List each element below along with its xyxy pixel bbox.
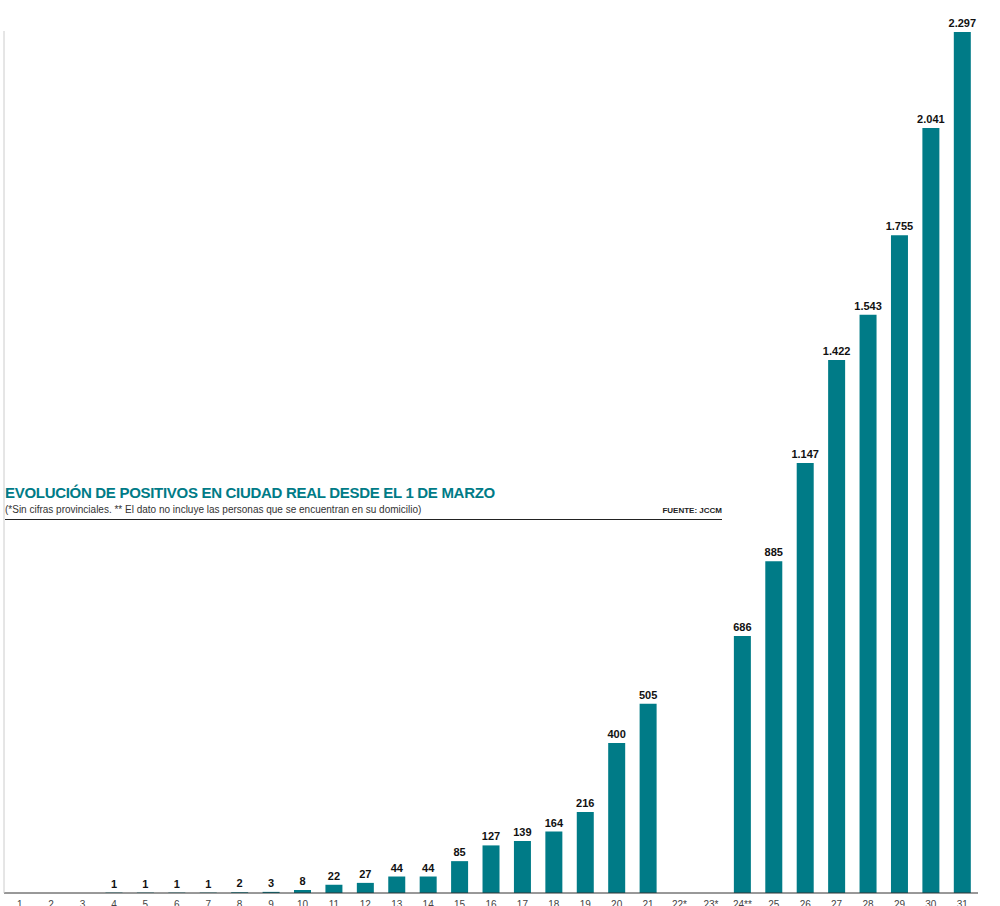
svg-text:3: 3 bbox=[268, 877, 274, 889]
html-text:FUENTE: JCCM: FUENTE: JCCM bbox=[662, 506, 722, 515]
svg-text:16: 16 bbox=[485, 899, 497, 906]
svg-text:24**: 24** bbox=[733, 899, 752, 906]
svg-text:44: 44 bbox=[391, 862, 404, 874]
svg-text:2.297: 2.297 bbox=[949, 17, 977, 29]
svg-text:1.543: 1.543 bbox=[854, 300, 882, 312]
svg-text:19: 19 bbox=[580, 899, 592, 906]
svg-text:12: 12 bbox=[360, 899, 372, 906]
svg-text:9: 9 bbox=[268, 899, 274, 906]
svg-text:15: 15 bbox=[454, 899, 466, 906]
html-text:(*Sin cifras provinciales. **: (*Sin cifras provinciales. ** El dato no… bbox=[5, 504, 422, 515]
svg-text:127: 127 bbox=[482, 830, 500, 842]
svg-text:8: 8 bbox=[237, 899, 243, 906]
svg-text:30: 30 bbox=[925, 899, 937, 906]
html-text:EVOLUCIÓN DE POSITIVOS EN CIUD: EVOLUCIÓN DE POSITIVOS EN CIUDAD REAL DE… bbox=[5, 484, 495, 501]
svg-text:2: 2 bbox=[237, 877, 243, 889]
svg-text:27: 27 bbox=[359, 868, 371, 880]
svg-text:17: 17 bbox=[517, 899, 529, 906]
svg-text:1: 1 bbox=[174, 878, 180, 890]
svg-text:27: 27 bbox=[831, 899, 843, 906]
svg-text:85: 85 bbox=[453, 846, 465, 858]
svg-text:29: 29 bbox=[894, 899, 906, 906]
svg-text:8: 8 bbox=[299, 875, 305, 887]
svg-text:505: 505 bbox=[639, 689, 657, 701]
svg-text:6: 6 bbox=[174, 899, 180, 906]
svg-text:5: 5 bbox=[143, 899, 149, 906]
svg-text:28: 28 bbox=[862, 899, 874, 906]
svg-text:44: 44 bbox=[422, 862, 435, 874]
svg-text:1.147: 1.147 bbox=[791, 448, 819, 460]
svg-text:1: 1 bbox=[142, 878, 148, 890]
svg-text:25: 25 bbox=[768, 899, 780, 906]
svg-text:3: 3 bbox=[80, 899, 86, 906]
svg-text:14: 14 bbox=[423, 899, 435, 906]
svg-text:2.041: 2.041 bbox=[917, 113, 945, 125]
svg-text:10: 10 bbox=[297, 899, 309, 906]
svg-text:18: 18 bbox=[548, 899, 560, 906]
svg-text:2: 2 bbox=[48, 899, 54, 906]
svg-text:26: 26 bbox=[800, 899, 812, 906]
svg-text:686: 686 bbox=[733, 621, 751, 633]
svg-text:1: 1 bbox=[205, 878, 211, 890]
svg-text:1: 1 bbox=[111, 878, 117, 890]
svg-text:13: 13 bbox=[391, 899, 403, 906]
svg-text:21: 21 bbox=[643, 899, 655, 906]
svg-text:885: 885 bbox=[765, 546, 783, 558]
svg-text:1: 1 bbox=[17, 899, 23, 906]
svg-text:31: 31 bbox=[957, 899, 969, 906]
svg-text:139: 139 bbox=[513, 826, 531, 838]
svg-text:400: 400 bbox=[608, 728, 626, 740]
svg-text:22*: 22* bbox=[672, 899, 687, 906]
svg-text:1.422: 1.422 bbox=[823, 345, 851, 357]
svg-text:4: 4 bbox=[111, 899, 117, 906]
svg-text:7: 7 bbox=[205, 899, 211, 906]
svg-text:20: 20 bbox=[611, 899, 623, 906]
svg-text:22: 22 bbox=[328, 870, 340, 882]
svg-text:164: 164 bbox=[545, 817, 564, 829]
svg-text:216: 216 bbox=[576, 797, 594, 809]
svg-text:23*: 23* bbox=[703, 899, 718, 906]
svg-text:11: 11 bbox=[329, 899, 340, 906]
svg-text:1.755: 1.755 bbox=[886, 220, 914, 232]
